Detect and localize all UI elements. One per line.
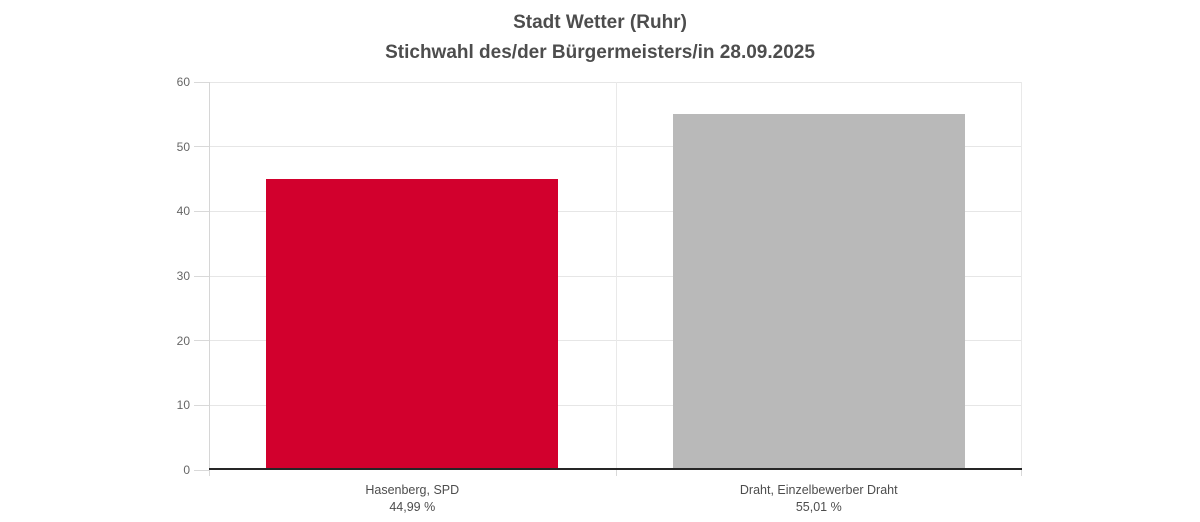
bar-hasenberg-spd[interactable] xyxy=(266,179,558,470)
y-axis-tick-label: 40 xyxy=(176,204,190,219)
category-name-label: Draht, Einzelbewerber Draht xyxy=(739,483,898,497)
bar-draht-einzelbewerber-draht[interactable] xyxy=(673,114,965,470)
x-axis-tick xyxy=(616,470,617,476)
y-axis-tick xyxy=(194,81,209,83)
category-value-label: 44,99 % xyxy=(389,500,436,514)
y-axis-tick-label: 50 xyxy=(176,139,190,154)
y-axis-tick xyxy=(194,146,209,148)
category-value-label: 55,01 % xyxy=(795,500,842,514)
y-gridline xyxy=(209,275,1022,277)
category-name-label: Hasenberg, SPD xyxy=(365,483,460,497)
plot-area: 0 10 20 30 40 50 60 xyxy=(177,76,1022,476)
y-axis-tick-label: 30 xyxy=(176,269,190,283)
y-axis-tick-label: 10 xyxy=(176,398,190,413)
y-gridline xyxy=(209,81,1022,83)
y-gridline xyxy=(209,210,1022,212)
category-separator-line xyxy=(616,82,617,476)
chart-title-line2: Stichwahl des/der Bürgermeisters/in 28.0… xyxy=(385,42,815,63)
plot-right-border xyxy=(1021,82,1022,476)
y-axis-tick xyxy=(194,210,209,212)
x-axis-category-label: Hasenberg, SPD 44,99 % xyxy=(209,482,616,516)
chart-title: Stadt Wetter (Ruhr) Stichwahl des/der Bü… xyxy=(0,8,1200,68)
y-gridline xyxy=(209,340,1022,342)
y-gridline xyxy=(209,146,1022,148)
y-axis-tick-label: 60 xyxy=(176,75,190,89)
y-axis-tick-label: 0 xyxy=(183,463,190,477)
y-axis-tick xyxy=(194,469,209,471)
x-axis-tick xyxy=(209,470,210,476)
x-axis-line xyxy=(209,468,1022,470)
y-axis-tick xyxy=(194,340,209,342)
y-axis-tick-label: 20 xyxy=(176,333,190,348)
y-axis-line xyxy=(209,82,210,476)
x-axis-category-label: Draht, Einzelbewerber Draht 55,01 % xyxy=(616,482,1023,516)
y-axis-tick xyxy=(194,404,209,406)
y-axis-tick xyxy=(194,275,209,277)
x-axis-tick xyxy=(1021,470,1022,476)
chart-title-line1: Stadt Wetter (Ruhr) xyxy=(513,12,687,33)
y-gridline xyxy=(209,404,1022,406)
